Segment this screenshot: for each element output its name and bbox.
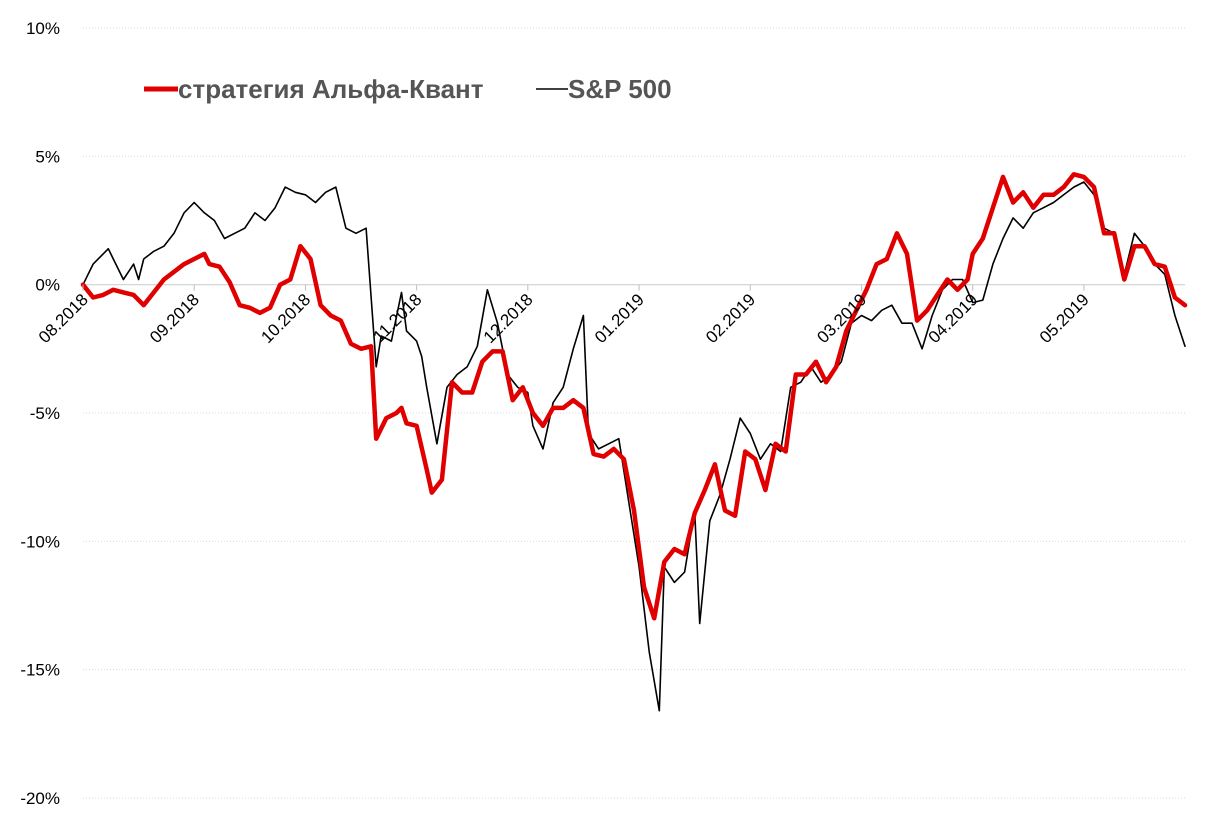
x-tick-label: 01.2019 [591, 290, 648, 347]
gridlines [83, 27, 1185, 799]
y-tick-label: 0% [35, 276, 60, 295]
legend-label-alfa-kvant: стратегия Альфа-Квант [178, 74, 484, 104]
x-axis-ticks: 08.2018 09.2018 10.2018 11.2018 12.2018 01.20… [35, 284, 1093, 347]
x-tick-label: 02.2019 [702, 290, 759, 347]
series-line-sp500 [82, 181, 1186, 712]
y-tick-label: -15% [20, 661, 60, 680]
legend: стратегия Альфа-Квант S&P 500 [144, 74, 672, 104]
y-tick-label: 5% [35, 147, 60, 166]
x-tick-label: 11.2018 [369, 290, 425, 346]
x-tick-label: 12.2018 [480, 290, 537, 347]
y-tick-label: 10% [26, 19, 60, 38]
x-tick-label: 09.2018 [146, 290, 203, 347]
y-tick-label: -5% [30, 404, 60, 423]
legend-label-sp500: S&P 500 [568, 74, 672, 104]
y-tick-label: -10% [20, 532, 60, 551]
y-tick-label: -20% [20, 789, 60, 808]
x-tick-label: 05.2019 [1036, 290, 1093, 347]
x-tick-label: 10.2018 [257, 290, 314, 347]
series-layer [80, 172, 1188, 712]
series-line-alfa-kvant [80, 172, 1188, 621]
x-tick-label: 08.2018 [35, 290, 92, 347]
y-axis-ticks: 10% 5% 0% -5% -10% -15% -20% [20, 19, 60, 808]
